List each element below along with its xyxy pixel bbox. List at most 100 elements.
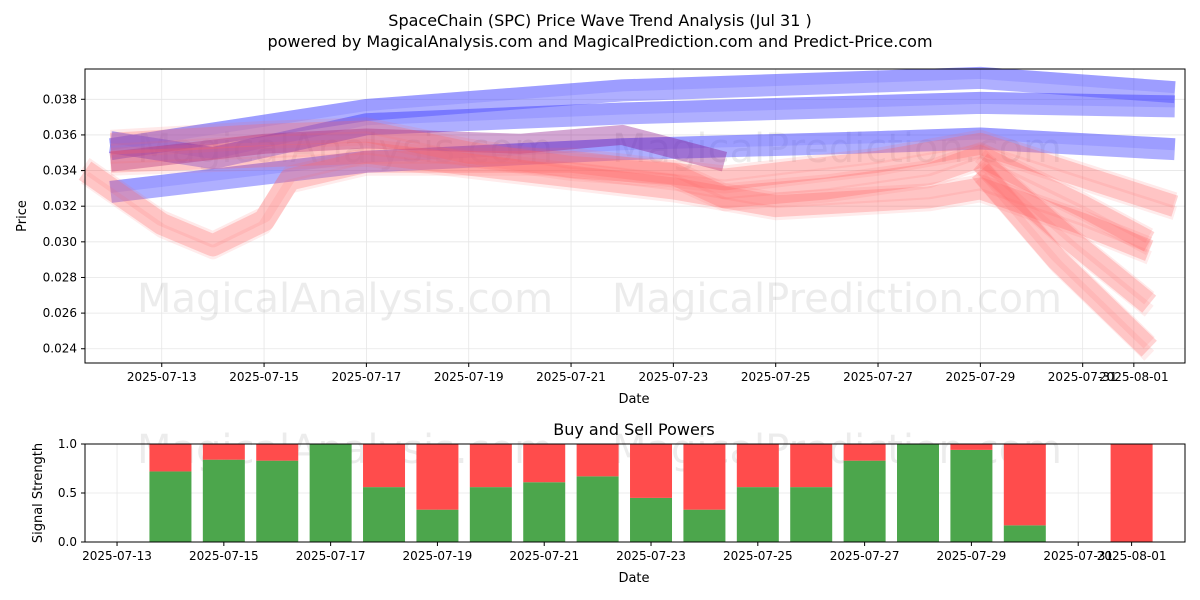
signal-y-tick-label: 0.0 (58, 535, 77, 549)
watermark-prediction-mid: MagicalPrediction.com (612, 276, 1062, 322)
buy-bar (363, 487, 406, 542)
wave-band-blue-0 (109, 127, 1176, 203)
wave-bands (78, 66, 1179, 361)
price-y-tick-label: 0.030 (43, 235, 77, 249)
wave-band-red-4 (80, 129, 1178, 248)
wave-band-red-5 (110, 117, 1153, 243)
price-x-tick-label: 2025-07-29 (945, 370, 1015, 384)
buy-bar (683, 509, 726, 542)
wave-band-blue-2 (109, 66, 1176, 151)
sell-bar (149, 444, 192, 472)
signal-x-ticks: 2025-07-13 2025-07-15 2025-07-17 2025-07-19… (82, 542, 1166, 563)
sell-bar (256, 444, 299, 461)
signal-x-tick-label: 2025-07-25 (723, 549, 793, 563)
buy-bar (309, 444, 352, 542)
watermark-prediction-top: MagicalPrediction.com (612, 126, 1062, 172)
buy-bar (630, 497, 673, 542)
price-y-axis-label: Price (15, 200, 30, 232)
price-y-tick-label: 0.026 (43, 306, 77, 320)
wave-band-red-8 (975, 149, 1155, 305)
wave-band-purple-3 (109, 124, 728, 172)
price-x-tick-label: 2025-07-21 (536, 370, 606, 384)
wave-band-blue-1 (109, 91, 1175, 160)
wave-band-red-7 (974, 159, 1155, 349)
buy-bar (202, 459, 245, 542)
price-x-tick-label: 2025-07-17 (332, 370, 402, 384)
signal-x-tick-label: 2025-07-31 (1043, 549, 1113, 563)
watermark-analysis-top: MagicalAnalysis.com (137, 126, 553, 172)
buy-bar (1003, 525, 1046, 542)
sell-bar (790, 444, 833, 488)
signal-x-tick-label: 2025-07-19 (403, 549, 473, 563)
signal-x-tick-label: 2025-07-17 (296, 549, 366, 563)
buy-bar (950, 449, 993, 542)
signal-y-axis-label: Signal Strength (31, 443, 46, 543)
sell-bar (683, 444, 726, 510)
price-x-tick-label: 2025-07-27 (843, 370, 913, 384)
price-x-tick-label: 2025-07-25 (741, 370, 811, 384)
price-y-tick-label: 0.036 (43, 128, 77, 142)
buy-bar (523, 482, 566, 542)
buy-bar (576, 476, 619, 542)
price-y-tick-label: 0.032 (43, 199, 77, 213)
wave-band-red-7 (971, 163, 1157, 357)
signal-x-tick-label: 2025-08-01 (1097, 549, 1167, 563)
wave-band-red-6 (110, 152, 1152, 265)
wave-band-red-5 (110, 131, 1153, 255)
wave-band-blue-0 (109, 127, 1176, 193)
buy-bar (843, 460, 886, 542)
buy-sell-title: Buy and Sell Powers (553, 420, 715, 439)
wave-band-red-7 (974, 173, 1155, 361)
sell-bar (576, 444, 619, 477)
signal-y-tick-label: 0.5 (58, 486, 77, 500)
sell-bar (950, 444, 993, 450)
price-x-tick-label: 2025-07-23 (638, 370, 708, 384)
signal-x-tick-label: 2025-07-21 (509, 549, 579, 563)
sell-bar (1003, 444, 1046, 526)
signal-y-tick-label: 1.0 (58, 437, 77, 451)
buy-bar (736, 487, 779, 542)
sell-bar (523, 444, 566, 483)
price-x-tick-label: 2025-07-19 (434, 370, 504, 384)
price-y-tick-label: 0.034 (43, 164, 77, 178)
signal-x-tick-label: 2025-07-13 (82, 549, 152, 563)
watermark-prediction-bottom: MagicalPrediction.com (612, 427, 1062, 473)
sell-bar (416, 444, 459, 510)
signal-y-ticks: 0.0 0.5 1.0 (58, 437, 85, 549)
sell-bar (202, 444, 245, 460)
signal-x-tick-label: 2025-07-29 (937, 549, 1007, 563)
price-y-ticks: 0.024 0.026 0.028 0.030 0.032 0.034 0.036 0.038 (43, 92, 85, 356)
sell-bar (469, 444, 512, 488)
buy-bar (897, 444, 940, 542)
wave-band-red-5 (109, 120, 1155, 252)
buy-bar (790, 487, 833, 542)
sell-bar (630, 444, 673, 498)
signal-x-tick-label: 2025-07-27 (830, 549, 900, 563)
price-x-tick-label: 2025-08-01 (1099, 370, 1169, 384)
price-x-tick-label: 2025-07-13 (127, 370, 197, 384)
sell-bar (363, 444, 406, 488)
sell-bar (1110, 444, 1153, 542)
price-y-tick-label: 0.028 (43, 270, 77, 284)
sell-bar (736, 444, 779, 488)
price-x-tick-label: 2025-07-15 (229, 370, 299, 384)
wave-band-red-6 (110, 141, 1154, 261)
wave-band-blue-2 (108, 66, 1176, 161)
buy-bar (256, 460, 299, 542)
buy-bar (149, 471, 192, 542)
buy-sell-chart: Buy and Sell Powers MagicalAnalysis.com … (31, 420, 1186, 586)
signal-x-axis-label: Date (618, 571, 649, 586)
price-x-tick-label: 2025-07-31 (1048, 370, 1118, 384)
wave-band-red-8 (973, 153, 1157, 313)
signal-x-tick-label: 2025-07-15 (189, 549, 259, 563)
price-grid (85, 69, 1185, 363)
chart-subtitle: powered by MagicalAnalysis.com and Magic… (267, 32, 932, 51)
signal-bars (149, 444, 1153, 542)
watermark-analysis-mid: MagicalAnalysis.com (137, 276, 553, 322)
price-wave-chart: MagicalAnalysis.com MagicalPrediction.co… (15, 66, 1186, 407)
price-plot-frame (84, 68, 1186, 364)
price-x-ticks: 2025-07-13 2025-07-15 2025-07-17 2025-07-19… (127, 363, 1169, 384)
wave-band-red-4 (78, 132, 1179, 257)
buy-bar (416, 509, 459, 542)
